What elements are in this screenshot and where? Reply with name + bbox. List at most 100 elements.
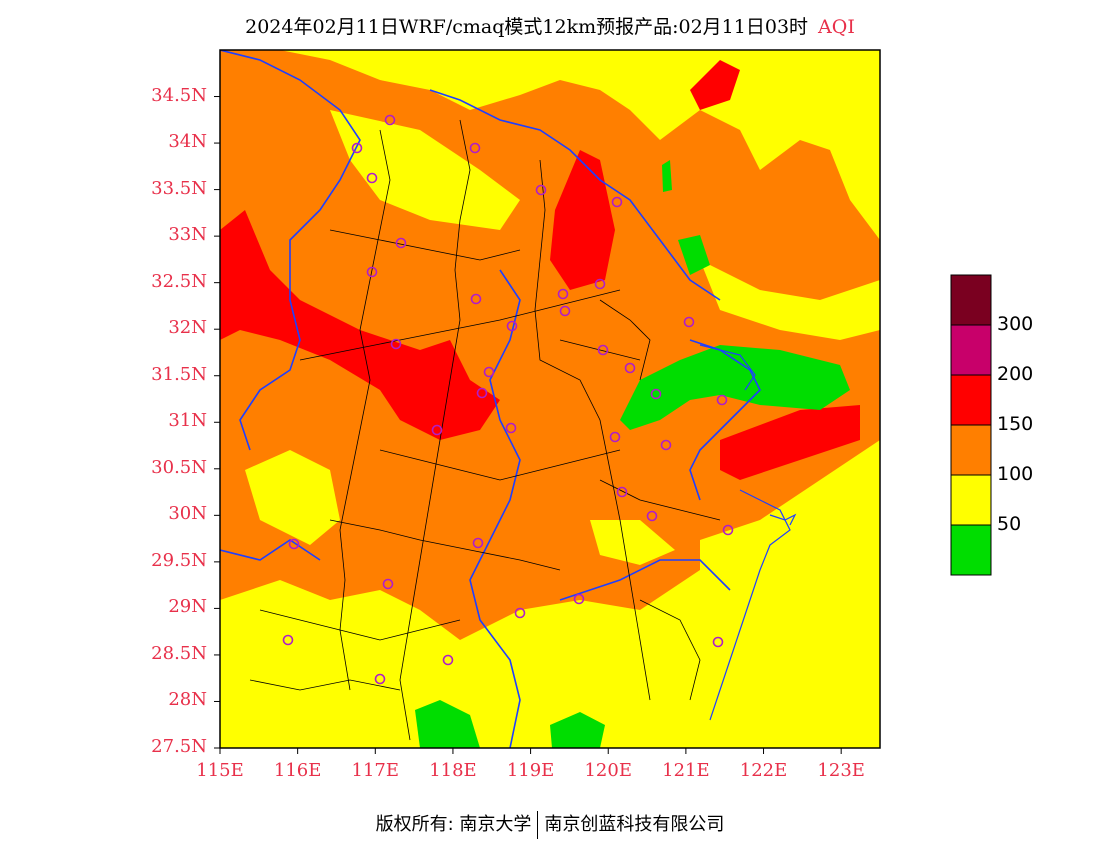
station-marker (557, 288, 569, 300)
station-marker (469, 142, 481, 154)
lat-label: 30.5N (151, 456, 207, 478)
province-boundaries (220, 50, 761, 748)
lon-label: 123E (817, 760, 865, 781)
lat-label: 30N (168, 503, 207, 525)
station-marker (476, 387, 488, 399)
map-title: 2024年02月11日WRF/cmaq模式12km预报产品:02月11日03时 A… (0, 12, 1100, 39)
aqi-zone-green-south2 (550, 712, 605, 748)
copyright-text: 版权所有: 南京大学 (375, 814, 532, 835)
aqi-zone-green-south1 (415, 700, 480, 748)
legend-swatch (950, 474, 992, 526)
lat-label: 31.5N (151, 363, 207, 385)
coastline (699, 344, 797, 721)
lon-label: 115E (196, 760, 244, 781)
lon-label: 118E (429, 760, 477, 781)
station-marker (374, 673, 386, 685)
station-marker (384, 114, 396, 126)
lat-label: 33.5N (151, 177, 207, 199)
lat-label: 34N (168, 131, 207, 153)
company-text: 南京创蓝科技有限公司 (544, 814, 725, 835)
title-variable: AQI (818, 16, 855, 38)
legend-label: 50 (997, 513, 1022, 535)
aqi-zone-red-central (550, 150, 615, 290)
legend-swatch (950, 274, 992, 326)
footer-separator (537, 811, 539, 839)
station-marker (559, 305, 571, 317)
aqi-zone-yellow-west (245, 450, 340, 545)
legend-label: 100 (997, 463, 1034, 485)
station-marker (506, 320, 518, 332)
footer: 版权所有: 南京大学 南京创蓝科技有限公司 (0, 810, 1100, 839)
lat-label: 33N (168, 224, 207, 246)
aqi-zone-yellow-northcenter (330, 110, 520, 230)
title-text: 2024年02月11日WRF/cmaq模式12km预报产品:02月11日03时 (245, 16, 809, 38)
station-marker (351, 142, 363, 154)
legend-label: 200 (997, 363, 1034, 385)
lat-label: 29N (168, 596, 207, 618)
station-marker (573, 593, 585, 605)
station-marker (624, 362, 636, 374)
station-marker (646, 510, 658, 522)
station-marker (366, 172, 378, 184)
station-marker (597, 344, 609, 356)
axis-ticks (214, 96, 842, 754)
station-marker (722, 524, 734, 536)
legend-swatch (950, 524, 992, 576)
monitoring-stations (282, 114, 734, 685)
aqi-zone-red-west (220, 210, 500, 440)
legend-label: 150 (997, 413, 1034, 435)
lon-label: 122E (739, 760, 788, 781)
lat-label: 34.5N (151, 84, 207, 106)
station-marker (382, 578, 394, 590)
station-marker (594, 278, 606, 290)
station-marker (712, 636, 724, 648)
station-marker (282, 634, 294, 646)
lon-label: 120E (584, 760, 632, 781)
station-marker (514, 607, 526, 619)
map-frame (219, 49, 881, 749)
station-marker (609, 431, 621, 443)
station-marker (366, 266, 378, 278)
lat-label: 32N (168, 317, 207, 339)
aqi-zone-green-east (620, 345, 850, 430)
lat-label: 29.5N (151, 549, 207, 571)
station-marker (483, 366, 495, 378)
station-marker (650, 388, 662, 400)
lat-label: 27.5N (151, 736, 207, 757)
station-marker (660, 439, 672, 451)
lat-label: 31N (168, 410, 207, 432)
station-marker (442, 654, 454, 666)
station-marker (470, 293, 482, 305)
lon-label: 119E (506, 760, 555, 781)
station-marker (431, 424, 443, 436)
aqi-zone-yellow-south (220, 440, 880, 748)
lat-label: 28.5N (151, 642, 207, 664)
legend-swatch (950, 324, 992, 376)
legend-label: 300 (997, 313, 1034, 335)
station-marker (505, 422, 517, 434)
lon-label: 121E (662, 760, 710, 781)
legend-swatch (950, 424, 992, 476)
lat-label: 32.5N (151, 270, 207, 292)
station-marker (472, 537, 484, 549)
aqi-zone-green-ne (678, 235, 710, 275)
station-marker (616, 486, 628, 498)
aqi-zone-green-small (662, 160, 672, 192)
lon-label: 116E (273, 760, 322, 781)
lat-label: 28N (168, 689, 207, 711)
city-boundaries (249, 119, 721, 741)
legend-swatch (950, 374, 992, 426)
aqi-zone-yellow-east (700, 260, 880, 340)
station-marker (683, 316, 695, 328)
station-marker (288, 538, 300, 550)
station-marker (611, 196, 623, 208)
aqi-zone-red-east (720, 405, 860, 480)
station-marker (535, 184, 547, 196)
aqi-legend (950, 274, 992, 576)
aqi-zone-yellow-mid (590, 520, 675, 565)
station-marker (716, 394, 728, 406)
aqi-zone-red-ne (690, 60, 740, 110)
lon-label: 117E (351, 760, 400, 781)
station-marker (390, 338, 402, 350)
